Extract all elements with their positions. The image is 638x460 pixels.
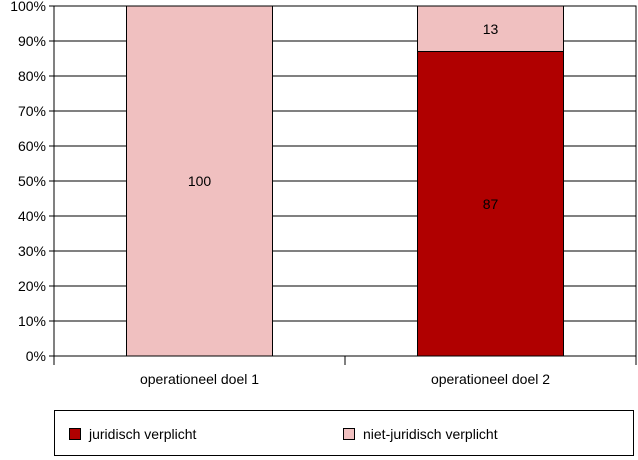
x-tick-label: operationeel doel 1 bbox=[140, 371, 259, 387]
legend-swatch-series-1 bbox=[69, 428, 81, 440]
legend-swatch-series-2 bbox=[343, 428, 355, 440]
y-tick-label: 30% bbox=[18, 243, 46, 259]
chart-legend: juridisch verplicht niet-juridisch verpl… bbox=[54, 410, 634, 456]
legend-item-series-2: niet-juridisch verplicht bbox=[343, 426, 498, 442]
y-tick-label: 70% bbox=[18, 103, 46, 119]
y-tick-label: 10% bbox=[18, 313, 46, 329]
y-tick-label: 80% bbox=[18, 68, 46, 84]
data-label: 87 bbox=[483, 196, 499, 212]
y-tick-label: 60% bbox=[18, 138, 46, 154]
y-tick-label: 20% bbox=[18, 278, 46, 294]
y-tick-label: 90% bbox=[18, 33, 46, 49]
bar-segment bbox=[417, 5, 564, 52]
data-label: 100 bbox=[188, 173, 212, 189]
legend-item-series-1: juridisch verplicht bbox=[69, 426, 196, 442]
data-label: 13 bbox=[483, 21, 499, 37]
x-tick-label: operationeel doel 2 bbox=[431, 371, 550, 387]
bar-segment bbox=[126, 5, 273, 357]
y-tick-label: 100% bbox=[10, 0, 46, 14]
y-tick-label: 50% bbox=[18, 173, 46, 189]
legend-label-series-1: juridisch verplicht bbox=[89, 426, 197, 442]
legend-label-series-2: niet-juridisch verplicht bbox=[363, 426, 498, 442]
bar-segment bbox=[417, 51, 564, 357]
y-tick-label: 0% bbox=[26, 348, 46, 364]
y-tick-label: 40% bbox=[18, 208, 46, 224]
